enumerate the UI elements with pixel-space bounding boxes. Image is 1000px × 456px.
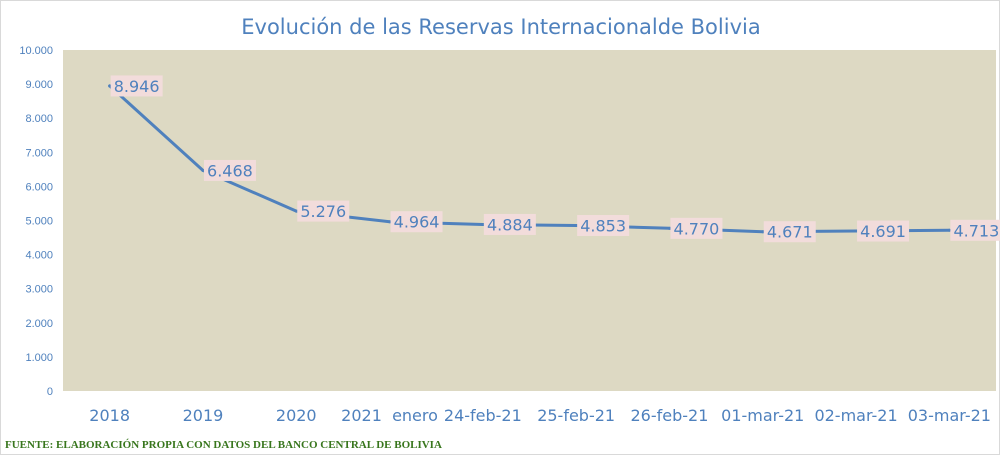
data-point: [388, 220, 392, 224]
x-tick-label: 2018: [89, 406, 130, 425]
data-label-text: 4.691: [860, 222, 906, 241]
data-label-box: [297, 200, 350, 222]
data-label: 8.946: [110, 75, 163, 97]
data-label-box: [110, 75, 163, 97]
data-label-text: 4.964: [394, 213, 440, 232]
data-label-box: [763, 221, 816, 243]
data-point: [947, 228, 951, 232]
data-point: [574, 224, 578, 228]
x-tick-label: 26-feb-21: [630, 406, 708, 425]
data-label: 4.713: [950, 219, 1000, 241]
data-label-text: 4.884: [487, 215, 533, 234]
y-tick-label: 8.000: [25, 113, 53, 125]
data-label-text: 4.770: [674, 219, 720, 238]
y-tick-label: 0: [47, 386, 53, 398]
data-label-box: [577, 215, 630, 237]
data-label: 4.884: [483, 213, 536, 235]
data-label: 4.770: [670, 217, 723, 239]
data-label-box: [483, 213, 536, 235]
data-label: 6.468: [203, 159, 256, 181]
y-tick-label: 10.000: [19, 45, 53, 57]
y-tick-label: 1.000: [25, 352, 53, 364]
data-point: [201, 168, 205, 172]
data-label-text: 5.276: [300, 202, 346, 221]
x-tick-label: 2020: [276, 406, 317, 425]
x-tick-label: 25-feb-21: [537, 406, 615, 425]
data-label-text: 4.713: [953, 221, 999, 240]
data-label-box: [857, 220, 910, 242]
data-point: [294, 209, 298, 213]
data-point: [481, 222, 485, 226]
data-label: 5.276: [297, 200, 350, 222]
x-tick-label: 02-mar-21: [814, 406, 897, 425]
data-point: [667, 226, 671, 230]
data-label-box: [670, 217, 723, 239]
x-tick-label: 2021 enero: [341, 406, 438, 425]
data-point: [761, 230, 765, 234]
data-label: 4.691: [857, 220, 910, 242]
data-point: [108, 84, 112, 88]
y-tick-label: 9.000: [25, 79, 53, 91]
source-note: FUENTE: ELABORACIÓN PROPIA CON DATOS DEL…: [5, 439, 442, 451]
x-tick-label: 24-feb-21: [444, 406, 522, 425]
data-label-box: [203, 159, 256, 181]
data-label-text: 8.946: [114, 77, 160, 96]
data-label: 4.671: [763, 221, 816, 243]
x-tick-label: 2019: [183, 406, 224, 425]
y-tick-label: 5.000: [25, 216, 53, 228]
data-label-text: 6.468: [207, 161, 253, 180]
data-label-box: [950, 219, 1000, 241]
chart-title: Evolución de las Reservas Internacionald…: [241, 15, 760, 39]
y-tick-label: 3.000: [25, 284, 53, 296]
y-tick-label: 7.000: [25, 147, 53, 159]
data-label-box: [390, 211, 443, 233]
x-tick-label: 01-mar-21: [721, 406, 804, 425]
data-label: 4.964: [390, 211, 443, 233]
y-tick-label: 2.000: [25, 318, 53, 330]
x-tick-label: 03-mar-21: [908, 406, 991, 425]
data-label-text: 4.853: [580, 217, 626, 236]
y-tick-label: 6.000: [25, 181, 53, 193]
data-label: 4.853: [577, 215, 630, 237]
data-point: [854, 229, 858, 233]
data-label-text: 4.671: [767, 223, 813, 242]
y-tick-label: 4.000: [25, 250, 53, 262]
